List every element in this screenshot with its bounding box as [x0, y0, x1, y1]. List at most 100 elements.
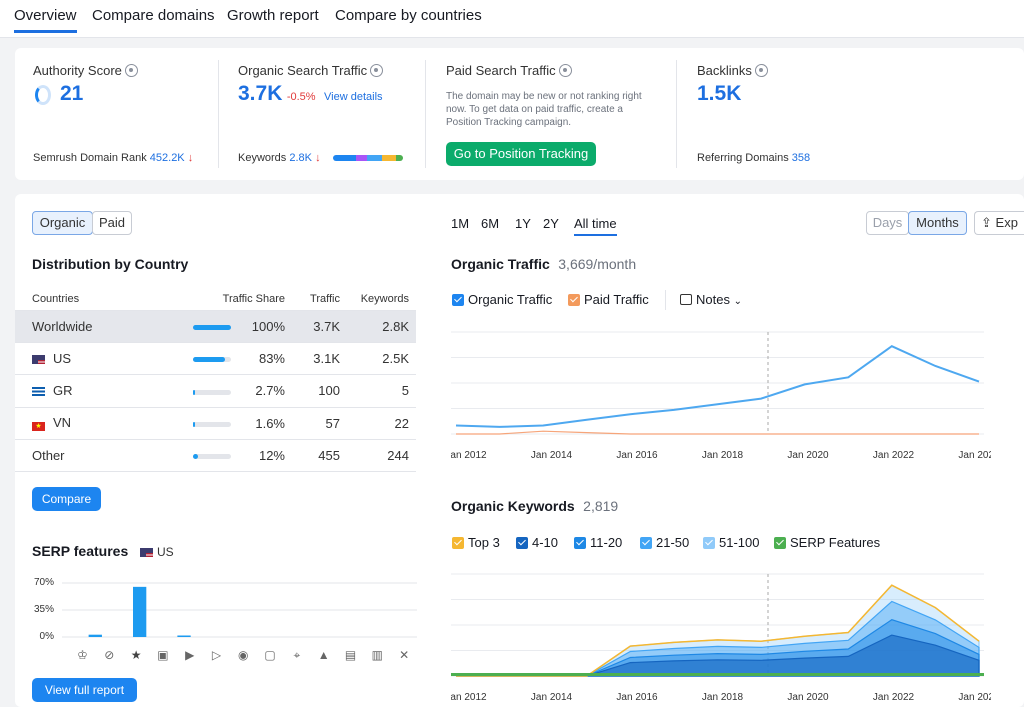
keywords-value: 2.8K	[340, 310, 416, 343]
metrics-card: Authority Score 21 Semrush Domain Rank 4…	[15, 48, 1024, 180]
organic-traffic-chart-title: Organic Traffic 3,669/month	[451, 256, 637, 272]
legend-paid-traffic[interactable]: Paid Traffic	[568, 292, 649, 307]
jobs-icon[interactable]: ▥	[371, 648, 383, 662]
table-row[interactable]: US 83% 3.1K 2.5K	[15, 342, 416, 376]
tab-compare-domains[interactable]: Compare domains	[92, 7, 215, 24]
range-all-time[interactable]: All time	[574, 216, 617, 236]
keywords-value[interactable]: 5	[340, 374, 416, 408]
share-value: 2.7%	[255, 383, 285, 399]
table-row[interactable]: GR 2.7% 100 5	[15, 374, 416, 408]
legend-4-10[interactable]: 4-10	[516, 535, 558, 550]
keywords-summary: Keywords 2.8K ↓	[238, 152, 321, 164]
tab-compare-by-countries[interactable]: Compare by countries	[335, 7, 482, 24]
paid-toggle[interactable]: Paid	[92, 211, 132, 235]
legend-51-100[interactable]: 51-100	[703, 535, 759, 550]
x-tick-label: Jan 2012	[451, 450, 487, 461]
keywords-value[interactable]: 2.8K	[289, 152, 312, 164]
play-icon[interactable]: ▷	[211, 648, 222, 662]
serp-ytick: 70%	[33, 577, 54, 588]
serp-bar	[177, 635, 191, 637]
checkbox-checked-icon	[452, 537, 464, 549]
traffic-value[interactable]: 57	[285, 407, 340, 441]
x-tick-label: Jan 2020	[787, 692, 829, 703]
x-tick-label: Jan 2012	[451, 692, 487, 703]
months-toggle[interactable]: Months	[908, 211, 967, 235]
range-6m[interactable]: 6M	[481, 216, 500, 231]
notes-dropdown[interactable]: Notes ⌄	[680, 292, 742, 307]
checkbox-checked-icon	[574, 537, 586, 549]
range-1y[interactable]: 1Y	[515, 216, 531, 231]
x-tick-label: Jan 2014	[531, 450, 573, 461]
review-icon[interactable]: ▢	[264, 648, 276, 662]
us-flag-icon	[140, 548, 153, 557]
country-name: US	[53, 351, 72, 367]
days-toggle[interactable]: Days	[866, 211, 909, 235]
keyword-distribution-bar	[333, 155, 403, 161]
star-icon[interactable]: ★	[130, 648, 142, 662]
info-icon[interactable]	[754, 64, 768, 77]
info-icon[interactable]	[124, 64, 138, 77]
export-button[interactable]: ⇪ Exp	[974, 211, 1024, 235]
x-tick-label: Jan 2024	[958, 692, 991, 703]
top-tabs: Overview Compare domains Growth report C…	[0, 0, 1024, 38]
news-icon[interactable]: ▤	[344, 648, 357, 662]
info-icon[interactable]	[370, 64, 384, 77]
go-to-position-tracking-button[interactable]: Go to Position Tracking	[446, 142, 596, 166]
legend-organic-traffic[interactable]: Organic Traffic	[452, 292, 552, 307]
education-icon[interactable]: ▲	[317, 648, 330, 662]
tab-overview[interactable]: Overview	[14, 7, 77, 33]
legend-serp-features[interactable]: SERP Features	[774, 535, 880, 550]
crown-icon[interactable]: ♔	[77, 648, 88, 662]
table-row[interactable]: Worldwide 100% 3.7K 2.8K	[15, 310, 416, 343]
traffic-value[interactable]: 3.1K	[285, 342, 340, 376]
link-icon[interactable]: ⊘	[104, 648, 115, 662]
vn-flag-icon: ★	[32, 422, 45, 432]
paid-traffic-note: The domain may be new or not ranking rig…	[446, 91, 642, 128]
info-icon[interactable]	[558, 64, 572, 77]
legend-11-20[interactable]: 11-20	[574, 535, 622, 550]
gr-flag-icon	[32, 387, 45, 397]
location-icon[interactable]: ⌖	[293, 648, 301, 662]
serp-bar	[133, 586, 147, 637]
traffic-value[interactable]: 100	[285, 374, 340, 408]
serp-country: US	[140, 545, 174, 559]
tab-growth-report[interactable]: Growth report	[227, 7, 319, 24]
image-icon[interactable]: ▣	[157, 648, 169, 662]
organic-toggle[interactable]: Organic	[32, 211, 93, 235]
referring-domains-value[interactable]: 358	[791, 152, 811, 164]
keywords-value[interactable]: 2.5K	[340, 342, 416, 376]
share-bar	[193, 389, 231, 395]
divider	[665, 290, 666, 310]
x-tick-label: Jan 2020	[787, 450, 829, 461]
range-2y[interactable]: 2Y	[543, 216, 559, 231]
divider	[425, 60, 426, 168]
keywords-value[interactable]: 22	[340, 407, 416, 441]
legend-label: Top 3	[468, 535, 500, 550]
domain-rank-value[interactable]: 452.2K	[149, 152, 185, 164]
view-details-link[interactable]: View details	[324, 91, 383, 103]
legend-top-3[interactable]: Top 3	[452, 535, 500, 550]
legend-21-50[interactable]: 21-50	[640, 535, 689, 550]
x-tick-label: Jan 2022	[873, 450, 915, 461]
serp-title: SERP features	[32, 543, 129, 559]
legend-label: 11-20	[590, 535, 623, 550]
domain-rank: Semrush Domain Rank 452.2K ↓	[33, 152, 194, 164]
authority-score-value[interactable]: 21	[60, 82, 84, 105]
country-name: VN	[53, 415, 72, 431]
divider	[218, 60, 219, 168]
view-full-report-button[interactable]: View full report	[32, 678, 137, 702]
x-tick-label: Jan 2018	[702, 450, 744, 461]
legend-label: 4-10	[532, 535, 559, 550]
backlinks-value[interactable]: 1.5K	[697, 82, 742, 105]
table-row[interactable]: ★ VN 1.6% 57 22	[15, 407, 416, 441]
table-row[interactable]: Other 12% 455 244	[15, 439, 416, 473]
serp-features-strip	[451, 673, 984, 676]
x-icon[interactable]: ✕	[399, 648, 410, 662]
distribution-table: Countries Traffic Share Traffic Keywords…	[15, 288, 416, 473]
x-tick-label: Jan 2016	[616, 450, 658, 461]
range-1m[interactable]: 1M	[451, 216, 470, 231]
video-icon[interactable]: ▶	[185, 648, 195, 662]
organic-traffic-value[interactable]: 3.7K	[238, 82, 283, 105]
compare-button[interactable]: Compare	[32, 487, 101, 511]
play-circle-icon[interactable]: ◉	[238, 648, 249, 662]
